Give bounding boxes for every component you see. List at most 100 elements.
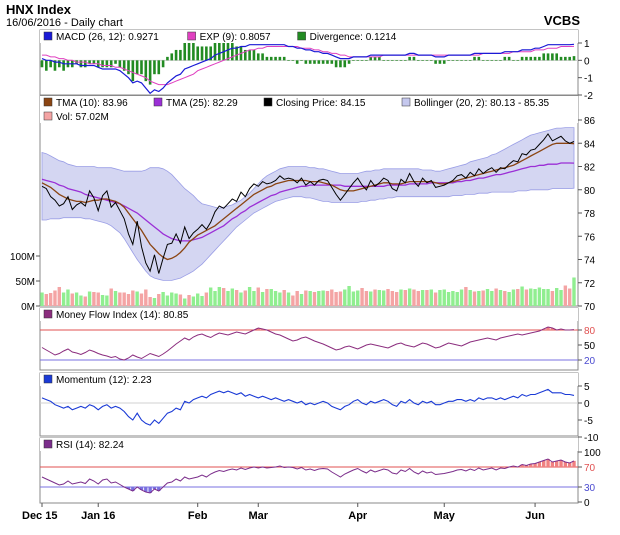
rsi-overbought-fill <box>520 464 524 467</box>
volume-bar <box>135 291 139 306</box>
divergence-bar <box>347 60 351 64</box>
momentum-line <box>41 388 575 426</box>
divergence-bar <box>135 60 139 75</box>
momentum-legend-label-0: Momentum (12): 2.23 <box>56 375 152 386</box>
volume-bar <box>537 287 542 306</box>
volume-bar <box>174 293 178 306</box>
volume-bar <box>507 292 511 306</box>
volume-bar <box>477 291 481 306</box>
volume-bar <box>490 291 494 306</box>
volume-bar <box>118 292 122 306</box>
divergence-bar <box>481 60 485 61</box>
divergence-bar <box>455 60 459 61</box>
volume-bar <box>100 295 105 306</box>
divergence-bar <box>209 46 212 61</box>
divergence-bar <box>373 56 377 61</box>
tma10-line <box>41 142 575 261</box>
divergence-bar <box>512 60 515 61</box>
divergence-bar <box>494 60 498 61</box>
volume-bar <box>79 295 83 306</box>
rsi-legend-bg <box>40 438 578 451</box>
price-ticklabel-8: 70 <box>584 302 596 313</box>
divergence-bar <box>343 60 347 68</box>
volume-bar <box>559 290 563 306</box>
divergence-bar <box>127 60 130 75</box>
volume-ticklabel-0: 100M <box>10 252 35 263</box>
volume-bar <box>321 290 325 306</box>
macd-legend-swatch-2 <box>297 31 306 41</box>
volume-bar <box>148 297 152 306</box>
rsi-overbought-fill <box>529 464 533 467</box>
volume-bar <box>360 288 364 306</box>
volume-bar <box>394 292 399 306</box>
divergence-bar <box>300 60 303 61</box>
volume-bar <box>260 292 265 306</box>
mfi-overbought-fill <box>550 328 555 330</box>
volume-bar <box>399 289 403 306</box>
momentum-ticklabel-3: -10 <box>584 433 599 444</box>
volume-bar <box>278 292 282 306</box>
divergence-bar <box>382 60 385 61</box>
divergence-bar <box>157 60 161 75</box>
x-ticklabel-5: May <box>434 510 456 522</box>
volume-bar <box>330 289 334 306</box>
divergence-bar <box>282 56 286 61</box>
divergence-bar <box>278 56 282 61</box>
divergence-bar <box>334 60 338 68</box>
volume-bar <box>550 291 555 306</box>
rsi-overbought-fill <box>546 459 550 467</box>
divergence-bar <box>304 60 308 64</box>
divergence-bar <box>174 49 178 61</box>
volume-bar <box>113 291 118 306</box>
volume-bar <box>308 291 312 306</box>
volume-bar <box>178 294 183 306</box>
volume-bar <box>420 290 425 306</box>
bollinger-band <box>41 127 575 281</box>
macd-ticklabel-1: 0 <box>584 56 590 67</box>
volume-bar <box>273 291 278 306</box>
divergence-bar <box>153 60 156 75</box>
divergence-bar <box>213 43 217 61</box>
divergence-bar <box>572 56 576 61</box>
divergence-bar <box>421 60 424 61</box>
volume-bar <box>407 288 412 306</box>
volume-bar <box>83 296 87 306</box>
price-ticklabel-7: 72 <box>584 279 596 290</box>
rsi-oversold-fill <box>148 487 152 493</box>
divergence-bar <box>451 60 455 61</box>
divergence-bar <box>516 60 520 61</box>
divergence-bar <box>295 60 299 64</box>
mfi-overbought-fill <box>546 327 550 330</box>
divergence-bar <box>183 43 187 61</box>
rsi-legend-label-0: RSI (14): 82.24 <box>56 440 124 451</box>
volume-bar <box>226 291 230 306</box>
x-ticklabel-4: Apr <box>348 510 368 522</box>
chart-title: HNX Index <box>6 2 72 17</box>
divergence-bar <box>564 56 567 61</box>
macd-ticklabel-3: -2 <box>584 91 593 102</box>
divergence-bar <box>395 60 398 61</box>
price-legend-label-0: TMA (10): 83.96 <box>56 98 128 109</box>
volume-bar <box>252 291 256 306</box>
divergence-bar <box>425 60 429 61</box>
divergence-bar <box>434 60 437 64</box>
divergence-bar <box>161 60 165 68</box>
price-legend-label-3: Bollinger (20, 2): 80.13 - 85.35 <box>414 98 550 109</box>
divergence-bar <box>442 60 446 64</box>
price-legend-swatch-2 <box>263 97 273 107</box>
divergence-bar <box>274 56 277 61</box>
x-ticklabel-1: Jan 16 <box>81 510 115 522</box>
divergence-bar <box>179 49 182 61</box>
volume-bar <box>161 292 165 306</box>
volume-bar <box>265 289 269 306</box>
volume-bar <box>256 287 260 306</box>
divergence-bar <box>386 60 390 61</box>
volume-bar <box>446 292 451 306</box>
divergence-bar <box>447 60 450 61</box>
mfi-ticklabel-1: 50 <box>584 341 596 352</box>
divergence-bar <box>62 60 65 71</box>
volume-bar <box>412 289 416 306</box>
divergence-bar <box>404 60 407 61</box>
divergence-bar <box>468 60 472 61</box>
rsi-ticklabel-1: 70 <box>584 463 596 474</box>
